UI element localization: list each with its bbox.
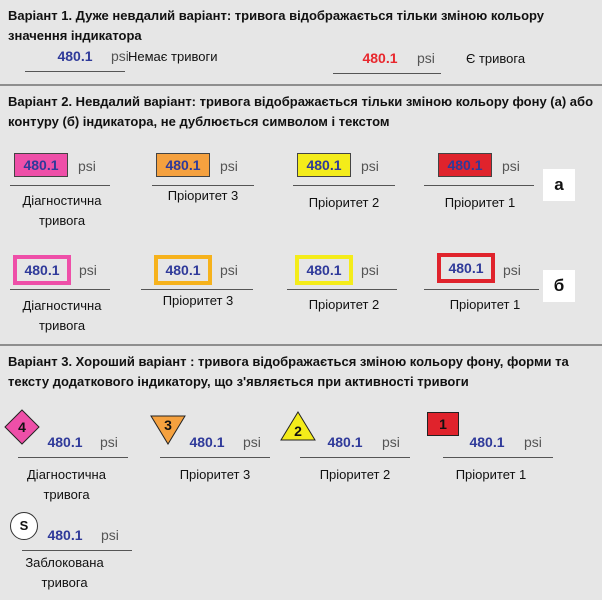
indicator-underline: [152, 185, 254, 186]
label-diagnostic: Діагностична тривога: [22, 298, 102, 333]
triangle-up-badge-icon: 2: [280, 411, 316, 441]
indicator-unit: psi: [502, 158, 520, 174]
label-alarm: Є тривога: [466, 51, 526, 66]
indicator-value: 480.1: [327, 434, 363, 450]
label-priority1: Пріоритет 1: [449, 297, 521, 312]
indicator-underline: [160, 457, 270, 458]
indicator-value-box: 480.1: [156, 153, 210, 177]
indicator-value: 480.1: [47, 434, 83, 450]
indicator-unit: psi: [243, 434, 261, 450]
indicator-value-box: 480.1: [438, 153, 492, 177]
indicator-underline: [424, 185, 534, 186]
indicator-unit: psi: [111, 48, 129, 64]
indicator-value-box: 480.1: [14, 153, 68, 177]
indicator-underline: [333, 73, 441, 74]
indicator-underline: [18, 457, 128, 458]
indicator-value-box: 480.1: [13, 255, 71, 285]
indicator-unit: psi: [382, 434, 400, 450]
indicator-underline: [25, 71, 125, 72]
indicator-value-box: 480.1: [297, 153, 351, 177]
label-diagnostic: Діагностична тривога: [27, 467, 106, 502]
indicator-value: 480.1: [57, 48, 93, 64]
label-priority2: Пріоритет 2: [308, 297, 380, 312]
section-variant-3: Варіант 3. Хороший варіант : тривога від…: [0, 345, 602, 600]
diamond-badge-icon: 4: [4, 409, 40, 445]
circle-badge-icon: S: [10, 512, 38, 540]
variant-2-title: Варіант 2. Невдалий варіант: тривога від…: [8, 94, 594, 129]
indicator-value: 480.1: [189, 434, 225, 450]
indicator-underline: [293, 185, 395, 186]
indicator-value: 480.1: [47, 527, 83, 543]
label-diagnostic: Діагностична тривога: [22, 193, 102, 228]
square-badge-icon: 1: [427, 412, 459, 436]
triangle-down-badge-icon: 3: [150, 415, 186, 445]
label-priority1: Пріоритет 1: [444, 195, 516, 210]
indicator-value-box: 480.1: [437, 253, 495, 283]
row-b-letter: б: [543, 270, 575, 302]
section-divider: [0, 84, 602, 86]
label-priority3: Пріоритет 3: [179, 467, 251, 482]
row-a-letter: а: [543, 169, 575, 201]
label-priority3: Пріоритет 3: [162, 293, 234, 308]
indicator-value-box: 480.1: [295, 255, 353, 285]
variant-3-title: Варіант 3. Хороший варіант : тривога від…: [8, 354, 569, 389]
indicator-underline: [287, 289, 397, 290]
indicator-underline: [300, 457, 410, 458]
badge-text: 3: [164, 417, 172, 433]
label-priority3: Пріоритет 3: [167, 188, 239, 203]
indicator-unit: psi: [101, 527, 119, 543]
section-variant-2: Варіант 2. Невдалий варіант: тривога від…: [0, 85, 602, 343]
section-variant-1: Варіант 1. Дуже невдалий варіант: тривог…: [0, 0, 602, 84]
indicator-value-alarm: 480.1: [362, 50, 398, 66]
indicator-underline: [10, 289, 110, 290]
indicator-underline: [22, 550, 132, 551]
indicator-underline: [443, 457, 553, 458]
label-priority2: Пріоритет 2: [319, 467, 391, 482]
indicator-unit: psi: [417, 50, 435, 66]
indicator-value-box: 480.1: [154, 255, 212, 285]
label-suppressed: Заблокована тривога: [25, 555, 104, 590]
indicator-value: 480.1: [469, 434, 505, 450]
label-priority1: Пріоритет 1: [455, 467, 527, 482]
indicator-underline: [424, 289, 539, 290]
label-priority2: Пріоритет 2: [308, 195, 380, 210]
indicator-unit: psi: [220, 262, 238, 278]
badge-text: 2: [294, 423, 302, 439]
badge-text: 4: [18, 419, 26, 435]
indicator-underline: [141, 289, 253, 290]
indicator-unit: psi: [78, 158, 96, 174]
label-no-alarm: Немає тривоги: [128, 49, 218, 64]
indicator-unit: psi: [361, 262, 379, 278]
indicator-unit: psi: [524, 434, 542, 450]
indicator-unit: psi: [220, 158, 238, 174]
variant-1-title: Варіант 1. Дуже невдалий варіант: тривог…: [8, 8, 545, 43]
indicator-unit: psi: [100, 434, 118, 450]
indicator-underline: [10, 185, 110, 186]
section-divider: [0, 344, 602, 346]
indicator-unit: psi: [361, 158, 379, 174]
indicator-unit: psi: [503, 262, 521, 278]
indicator-unit: psi: [79, 262, 97, 278]
